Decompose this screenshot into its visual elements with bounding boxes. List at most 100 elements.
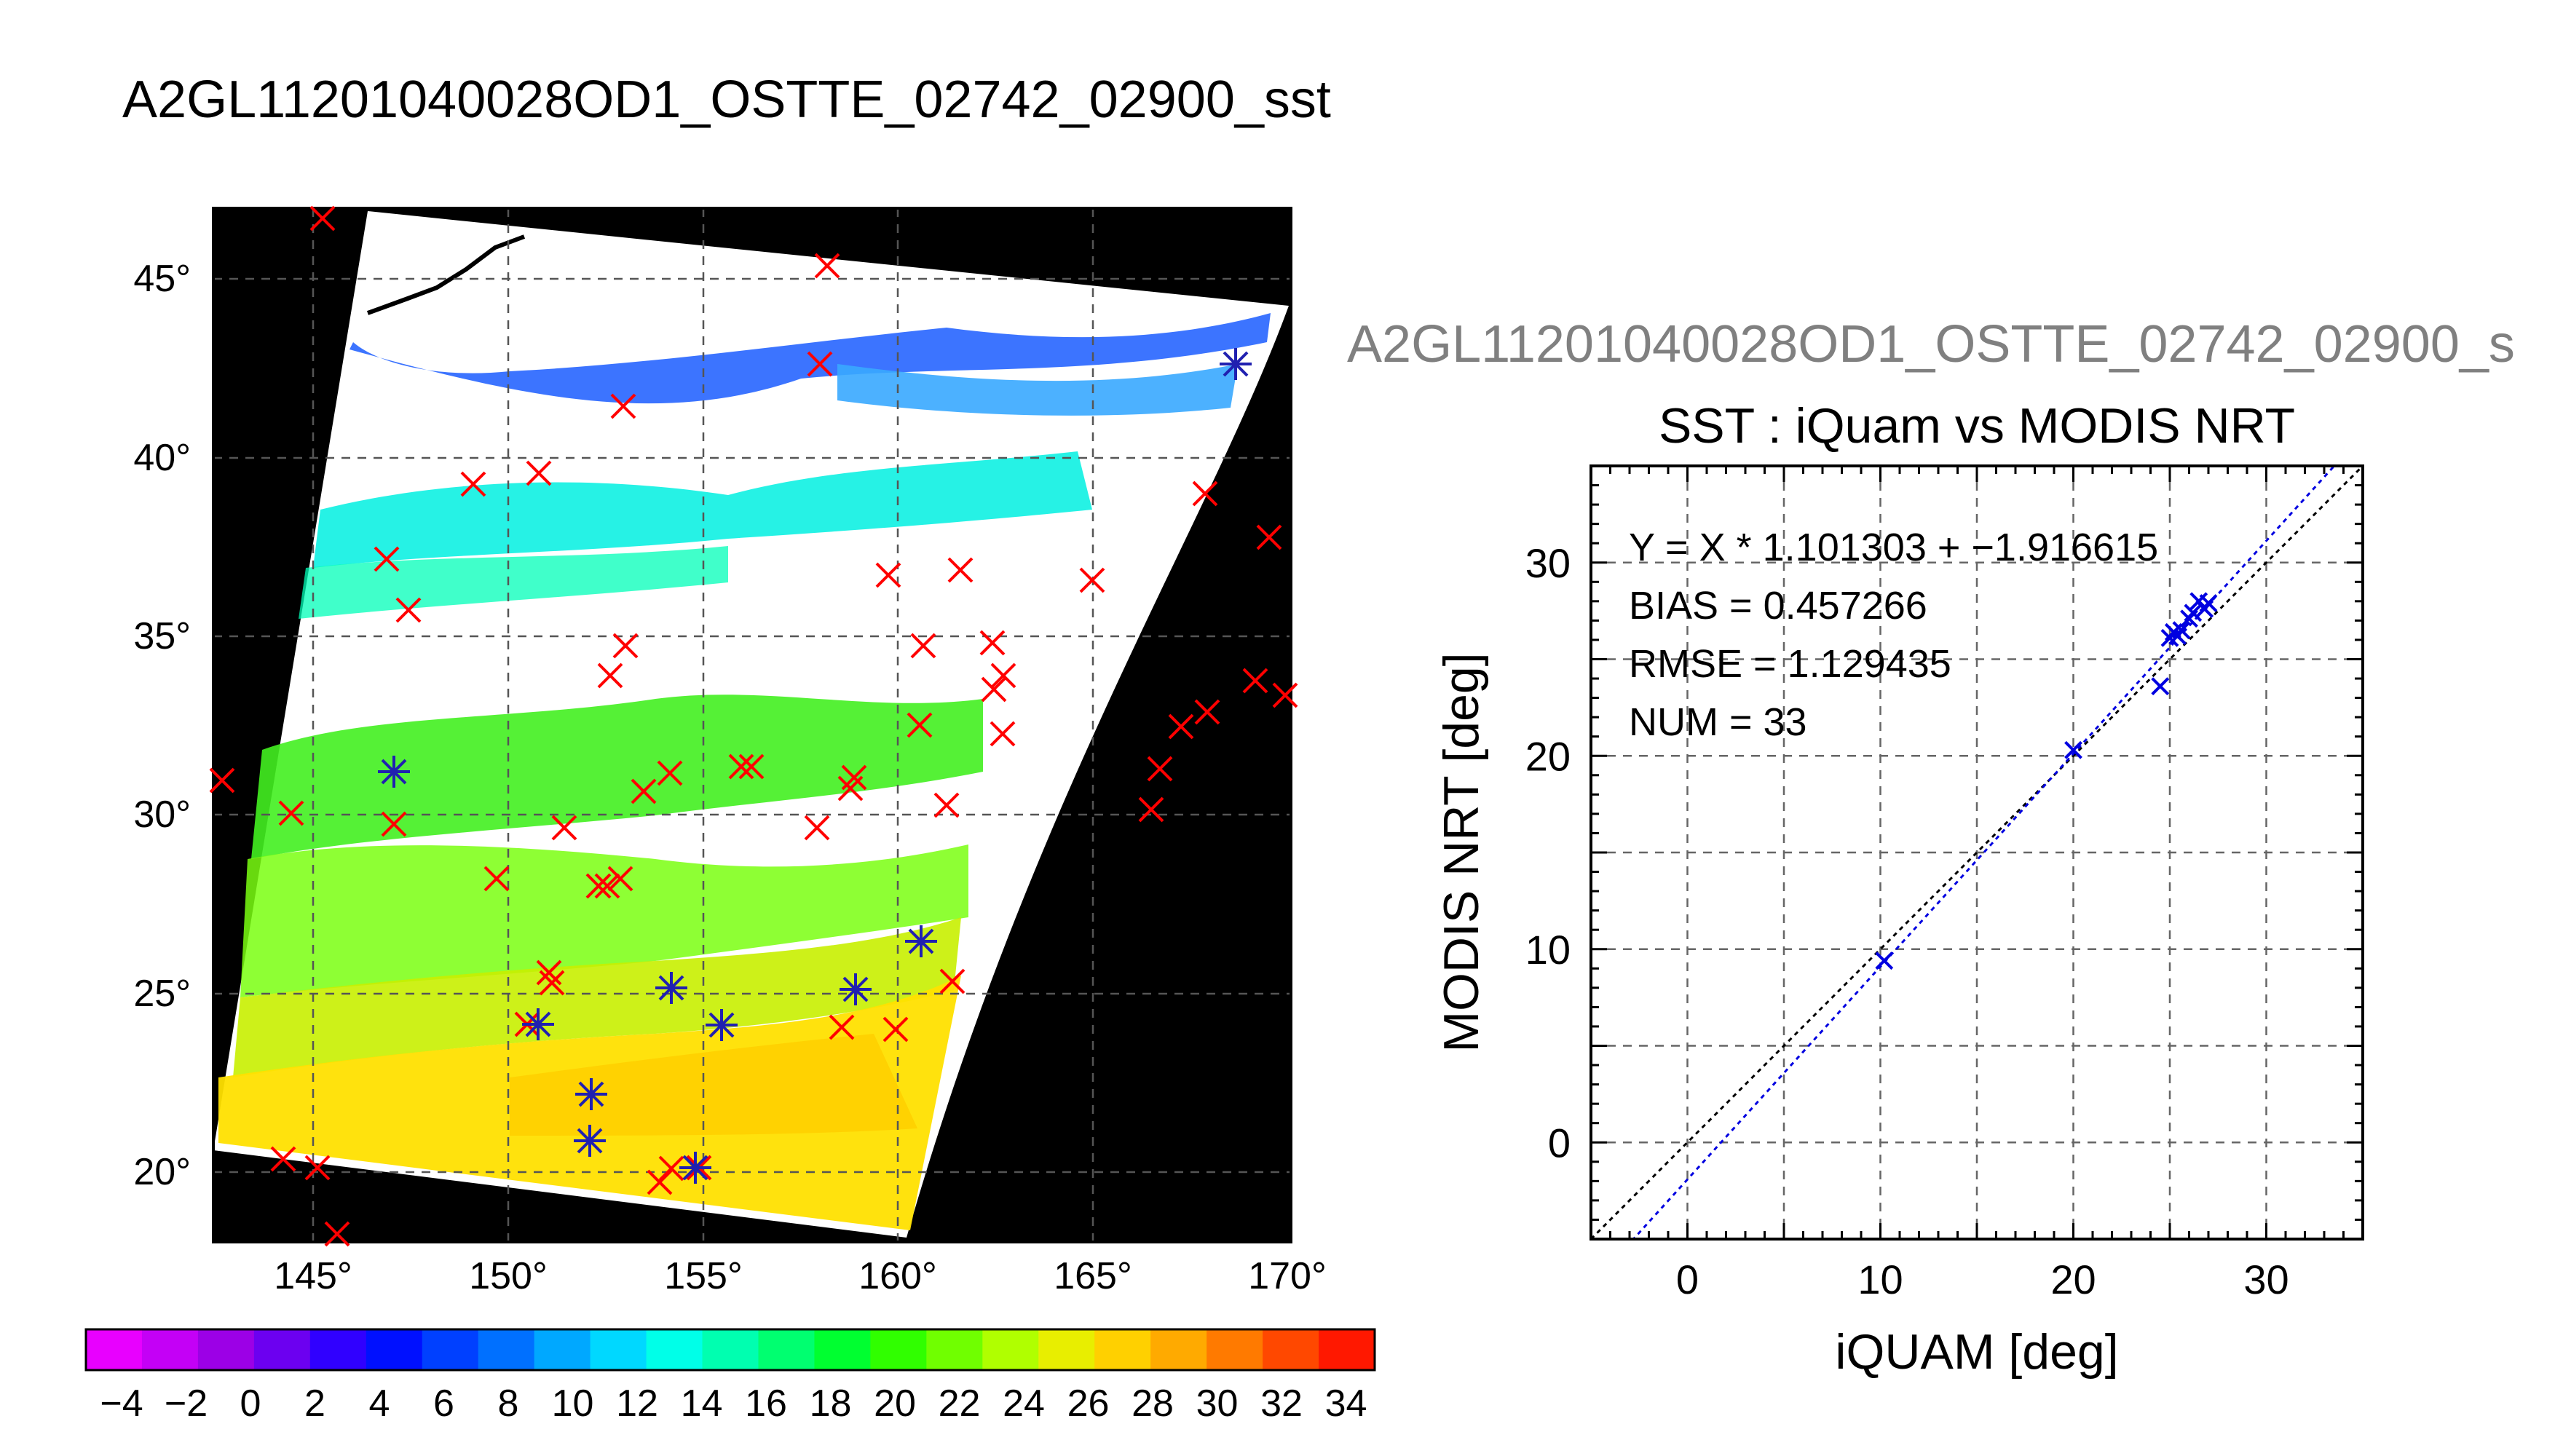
map-marker	[738, 753, 765, 780]
sst-band-lightblue	[837, 364, 1238, 416]
map-marker-match	[655, 972, 687, 1004]
x-tick-labels: 0 10 20 30	[1676, 1257, 2289, 1302]
lat-tick-label: 35°	[133, 615, 191, 657]
scatter-title: SST : iQuam vs MODIS NRT	[1659, 398, 2295, 454]
colorbar-tick-label: 32	[1260, 1382, 1303, 1425]
map-marker	[814, 253, 840, 279]
colorbar-tick-label: 2	[304, 1382, 325, 1425]
map-marker	[483, 866, 510, 892]
page-title: A2GL11201040028OD1_OSTTE_02742_02900_sst	[122, 71, 1331, 129]
map-marker	[278, 800, 304, 826]
lat-tick-label: 45°	[133, 258, 191, 300]
colorbar-cell	[86, 1329, 143, 1370]
map-marker	[460, 471, 486, 497]
colorbar-tick-label: 8	[498, 1382, 519, 1425]
colorbar-cell	[309, 1329, 367, 1370]
scatter-points	[1875, 592, 2218, 970]
y-tick-label: 20	[1525, 733, 1571, 779]
colorbar-cell	[1207, 1329, 1263, 1370]
map-marker	[612, 633, 639, 659]
colorbar-tick-labels: −4 −2 0 2 4 6 8 10 12 14 16 18 20 22 24 26 28 30 32 34	[100, 1382, 1367, 1425]
colorbar-cell	[926, 1329, 983, 1370]
colorbar-cell	[870, 1329, 927, 1370]
map-marker	[597, 662, 623, 689]
colorbar-tick-label: 12	[616, 1382, 658, 1425]
x-tick-label: 30	[2243, 1257, 2289, 1302]
map-marker	[1168, 713, 1194, 740]
colorbar-cell	[366, 1329, 423, 1370]
stats-rmse: RMSE = 1.129435	[1629, 642, 1951, 686]
coastline	[366, 234, 526, 315]
colorbar-cell	[982, 1329, 1039, 1370]
sst-band-blue	[350, 313, 1271, 404]
colorbar-tick-label: 14	[681, 1382, 723, 1425]
map-marker	[526, 460, 552, 486]
scatter-point	[2184, 604, 2203, 622]
colorbar-cell	[1150, 1329, 1207, 1370]
y-axis-label: MODIS NRT [deg]	[1434, 652, 1489, 1052]
x-tick-label: 10	[1857, 1257, 1903, 1302]
map-marker	[1192, 480, 1218, 507]
map-marker	[631, 778, 657, 804]
stats-num: NUM = 33	[1629, 700, 1807, 744]
map-marker	[304, 1155, 331, 1181]
map-marker-match	[522, 1008, 554, 1040]
map-marker	[1242, 668, 1268, 694]
map-frame	[212, 207, 1292, 1243]
map-marker	[374, 546, 400, 572]
colorbar-tick-label: 28	[1132, 1382, 1174, 1425]
colorbar-cells	[86, 1329, 1375, 1370]
lat-tick-label: 40°	[133, 437, 191, 479]
lon-tick-label: 160°	[858, 1255, 937, 1297]
map-marker	[829, 1014, 855, 1040]
colorbar-cell	[197, 1329, 255, 1370]
colorbar-tick-label: 30	[1196, 1382, 1239, 1425]
sst-band-orange	[510, 1034, 917, 1136]
map-marker-match	[679, 1152, 711, 1184]
lon-tick-label: 165°	[1054, 1255, 1132, 1297]
map-marker	[990, 662, 1016, 689]
map-marker	[594, 873, 620, 899]
colorbar-cell	[422, 1329, 479, 1370]
colorbar-tick-label: 4	[369, 1382, 390, 1425]
colorbar-cell	[1038, 1329, 1095, 1370]
map-marker	[536, 960, 562, 986]
map-marker	[309, 205, 336, 232]
x-tick-label: 0	[1676, 1257, 1699, 1302]
map-marker	[1272, 682, 1298, 708]
map-marker	[209, 767, 235, 794]
colorbar-tick-label: 0	[240, 1382, 261, 1425]
colorbar-tick-label: 22	[939, 1382, 981, 1425]
colorbar-cell	[646, 1329, 703, 1370]
map-marker	[875, 562, 901, 588]
colorbar-tick-label: −4	[100, 1382, 143, 1425]
lat-tick-label: 25°	[133, 973, 191, 1015]
lon-tick-label: 155°	[664, 1255, 743, 1297]
map-marker	[1256, 524, 1282, 550]
map-marker	[610, 393, 636, 419]
stats-text: Y = X * 1.101303 + −1.916615 BIAS = 0.45…	[1629, 526, 2158, 744]
lat-tick-label: 20°	[133, 1151, 191, 1193]
colorbar-tick-label: 24	[1003, 1382, 1045, 1425]
colorbar-cell	[814, 1329, 871, 1370]
lat-tick-label: 30°	[133, 794, 191, 836]
colorbar-tick-label: 34	[1325, 1382, 1367, 1425]
map-marker	[907, 712, 933, 738]
colorbar-cell	[253, 1329, 311, 1370]
scatter-point	[2199, 594, 2218, 612]
map-marker	[607, 866, 633, 892]
sst-band-aqua	[299, 546, 728, 619]
scatter-plot: 0 10 20 30 0 10 20 30 Y = X * 1.101303 + −1.91…	[1434, 464, 2364, 1380]
scatter-point	[1875, 951, 1894, 970]
colorbar: −4 −2 0 2 4 6 8 10 12 14 16 18 20 22 24 26 28 30 32 34	[84, 1328, 1376, 1425]
colorbar-cell	[702, 1329, 759, 1370]
colorbar-cell	[478, 1329, 535, 1370]
sst-band-green2	[240, 844, 968, 997]
map-marker-match	[574, 1125, 606, 1157]
colorbar-tick-label: 6	[433, 1382, 454, 1425]
colorbar-tick-label: 20	[874, 1382, 916, 1425]
map-marker	[807, 351, 833, 377]
y-tick-label: 10	[1525, 927, 1571, 973]
map-marker	[657, 760, 683, 786]
